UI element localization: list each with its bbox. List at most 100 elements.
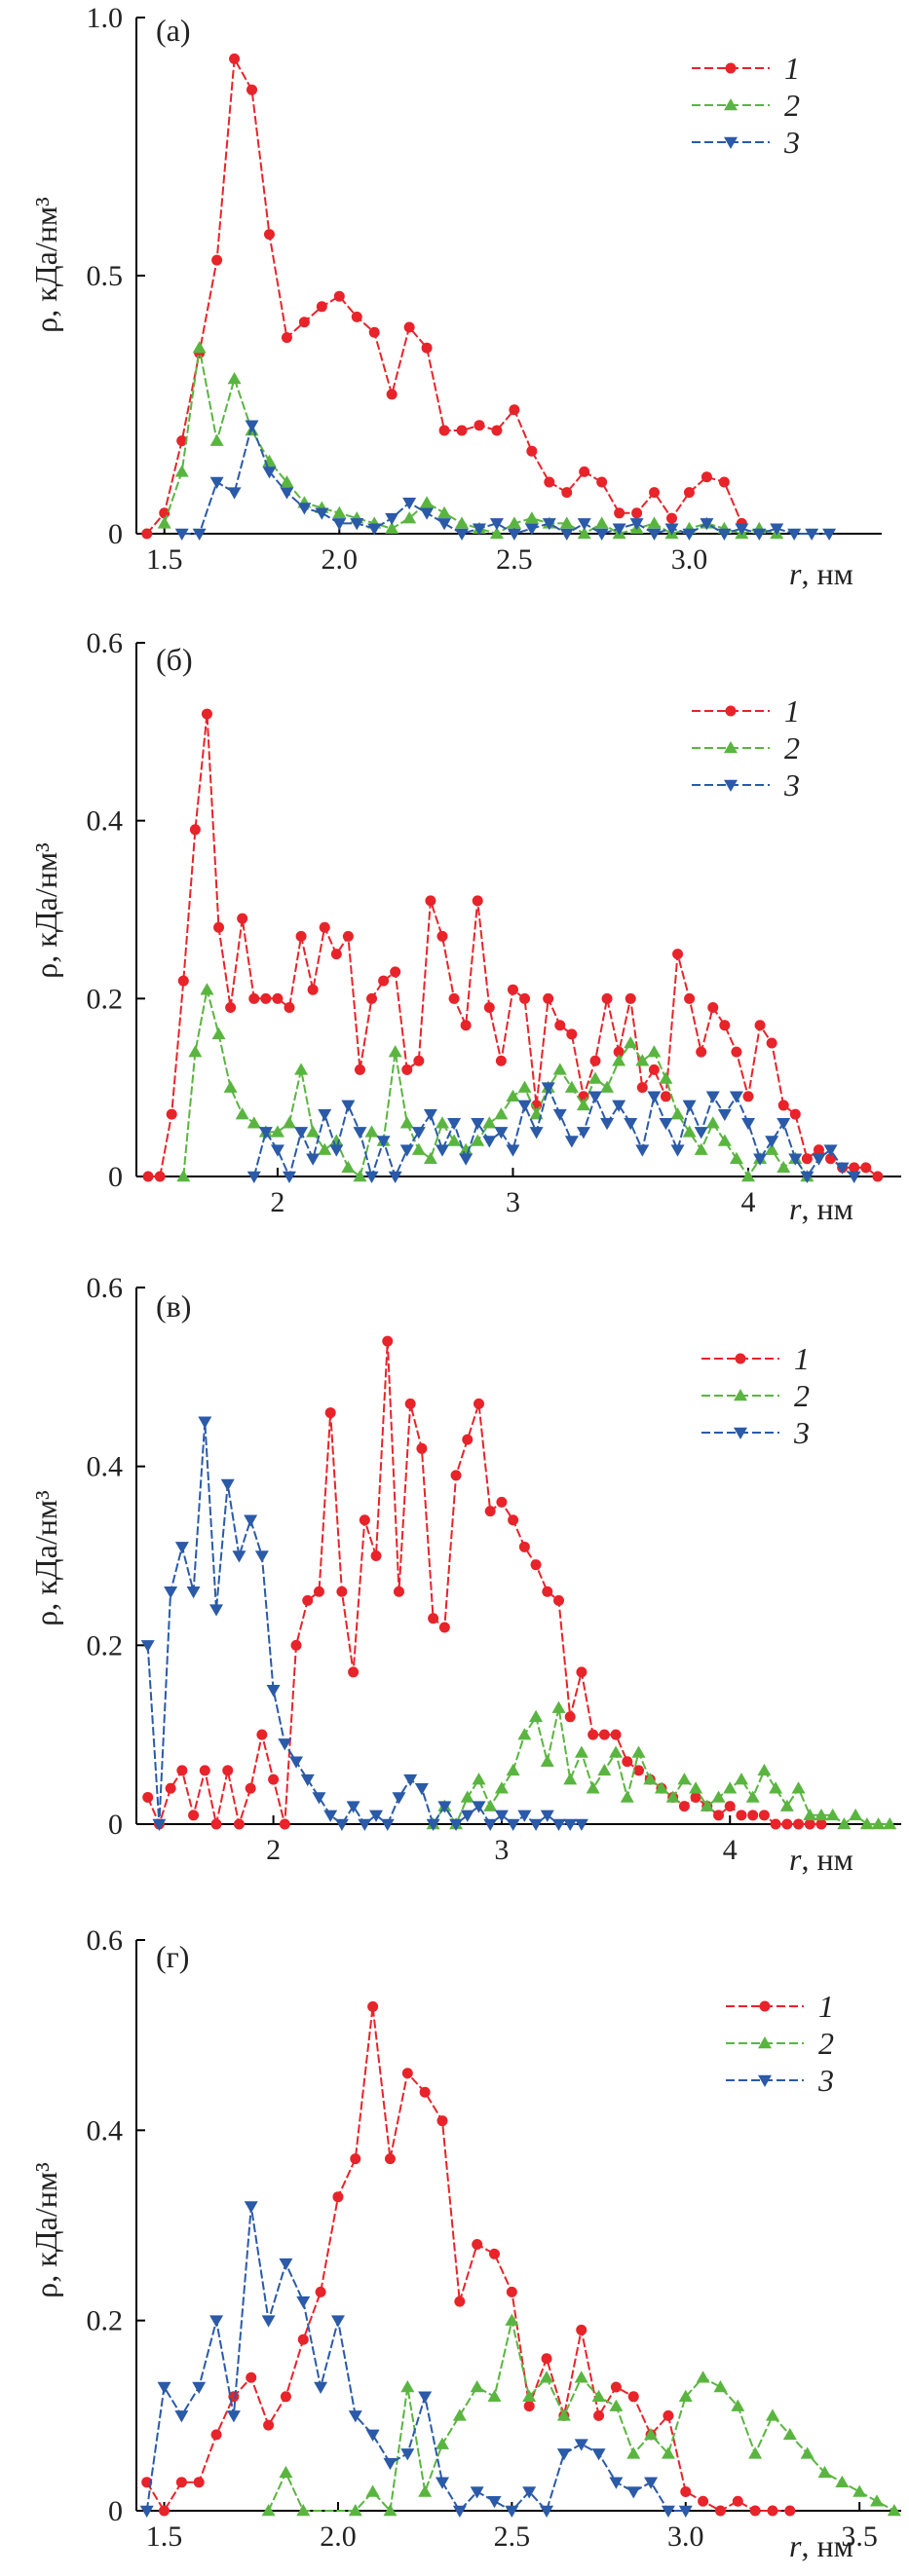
- series-2-point-d: [452, 2408, 467, 2421]
- series-3-point-b: [600, 1117, 615, 1131]
- series-3-point-c: [254, 1550, 269, 1563]
- series-1-point-d: [767, 2505, 778, 2517]
- x-tick-label-c: 3: [494, 1834, 509, 1866]
- series-3-point-a: [700, 518, 714, 531]
- series-3-point-c: [152, 1818, 167, 1831]
- series-1-point-c: [781, 1818, 793, 1830]
- series-2-point-c: [529, 1709, 544, 1723]
- series-2-point-d: [800, 2446, 814, 2459]
- series-3-line-c: [146, 1421, 582, 1827]
- series-1-point-c: [690, 1791, 701, 1803]
- series-3-point-a: [420, 507, 435, 520]
- series-2-point-b: [364, 1125, 379, 1138]
- y-tick-label-b: 0.2: [87, 983, 124, 1015]
- series-3-point-a: [542, 518, 556, 531]
- series-2-point-c: [883, 1817, 897, 1830]
- series-1-point-c: [450, 1470, 462, 1481]
- series-2-point-d: [713, 2380, 728, 2393]
- series-2-point-b: [211, 1027, 226, 1040]
- series-3-point-c: [174, 1542, 189, 1554]
- series-2-point-d: [678, 2389, 693, 2403]
- series-3-point-b: [447, 1117, 462, 1131]
- series-1-point-d: [523, 2401, 535, 2412]
- series-2-point-a: [280, 475, 294, 488]
- series-2-point-b: [624, 1036, 638, 1049]
- series-1-point-b: [601, 992, 613, 1004]
- xlabel-var-c: r: [789, 1842, 802, 1877]
- legend-label-3-a: 3: [783, 125, 800, 160]
- series-3-point-a: [822, 528, 837, 541]
- series-2-point-c: [483, 1799, 498, 1811]
- series-2-point-b: [436, 1116, 449, 1129]
- x-tick-label-b: 4: [741, 1186, 756, 1218]
- series-2-point-d: [782, 2427, 797, 2441]
- series-2-point-b: [294, 1063, 309, 1075]
- series-1-point-b: [390, 966, 401, 978]
- series-1-point-c: [188, 1810, 200, 1821]
- series-2-point-d: [835, 2475, 850, 2487]
- series-3-point-b: [776, 1117, 791, 1131]
- series-2-point-d: [556, 2408, 571, 2421]
- series-2-point-b: [423, 1151, 437, 1164]
- series-1-point-c: [324, 1407, 336, 1419]
- series-1-point-d: [454, 2296, 466, 2307]
- series-2-point-d: [696, 2371, 710, 2383]
- series-3-point-d: [626, 2486, 641, 2499]
- series-3-point-d: [644, 2477, 659, 2489]
- series-2-point-d: [731, 2399, 745, 2411]
- series-1-point-d: [297, 2333, 309, 2345]
- series-1-point-d: [419, 2086, 431, 2098]
- series-1-point-b: [636, 1082, 648, 1094]
- legend-marker-1-a: [725, 62, 737, 74]
- series-1-point-c: [302, 1594, 314, 1606]
- series-3-point-a: [192, 528, 207, 541]
- series-3-point-c: [540, 1810, 554, 1822]
- series-1-point-b: [436, 930, 448, 942]
- series-1-point-b: [142, 1171, 154, 1182]
- x-tick-label-d: 2.0: [320, 2520, 357, 2553]
- series-3-point-a: [559, 528, 574, 541]
- series-1-point-c: [313, 1586, 324, 1597]
- series-3-point-b: [788, 1153, 803, 1166]
- series-3-point-b: [376, 1136, 391, 1148]
- legend-marker-2-b: [724, 741, 738, 754]
- series-3-point-b: [552, 1108, 567, 1122]
- series-3-point-d: [436, 2477, 449, 2489]
- series-3-point-b: [729, 1091, 743, 1103]
- series-3-point-a: [770, 523, 784, 536]
- series-3-point-c: [244, 1514, 258, 1527]
- series-1-point-c: [165, 1782, 176, 1794]
- series-1-point-d: [593, 2409, 605, 2421]
- series-1-point-c: [290, 1639, 302, 1651]
- series-3-point-c: [403, 1773, 418, 1787]
- series-1-point-a: [141, 528, 153, 540]
- series-3-point-c: [334, 1818, 349, 1831]
- series-2-point-a: [559, 516, 574, 529]
- series-3-point-a: [647, 528, 662, 541]
- series-1-point-a: [649, 487, 661, 499]
- series-3-point-c: [494, 1810, 509, 1822]
- series-2-point-c: [563, 1773, 578, 1785]
- series-1-point-c: [462, 1434, 473, 1445]
- series-2-point-b: [306, 1125, 321, 1138]
- series-3-point-c: [529, 1818, 544, 1831]
- series-3-point-a: [455, 528, 470, 541]
- series-2-point-c: [757, 1763, 772, 1776]
- series-1-point-a: [229, 53, 241, 64]
- series-2-point-d: [418, 2484, 433, 2497]
- series-1-point-d: [489, 2248, 501, 2259]
- series-3-point-d: [678, 2505, 693, 2518]
- series-1-point-a: [718, 476, 730, 488]
- series-1-point-b: [766, 1037, 777, 1049]
- legend-marker-1-c: [735, 1353, 746, 1364]
- series-2-point-a: [209, 433, 224, 446]
- series-1-point-b: [672, 949, 684, 960]
- series-3-point-c: [551, 1818, 566, 1831]
- series-1-point-c: [222, 1765, 234, 1776]
- series-3-point-d: [157, 2381, 171, 2395]
- series-3-point-a: [664, 523, 679, 536]
- xlabel-var-d: r: [789, 2528, 802, 2563]
- series-3-point-c: [472, 1801, 486, 1813]
- series-3-point-c: [369, 1810, 384, 1822]
- series-2-point-b: [694, 1142, 708, 1155]
